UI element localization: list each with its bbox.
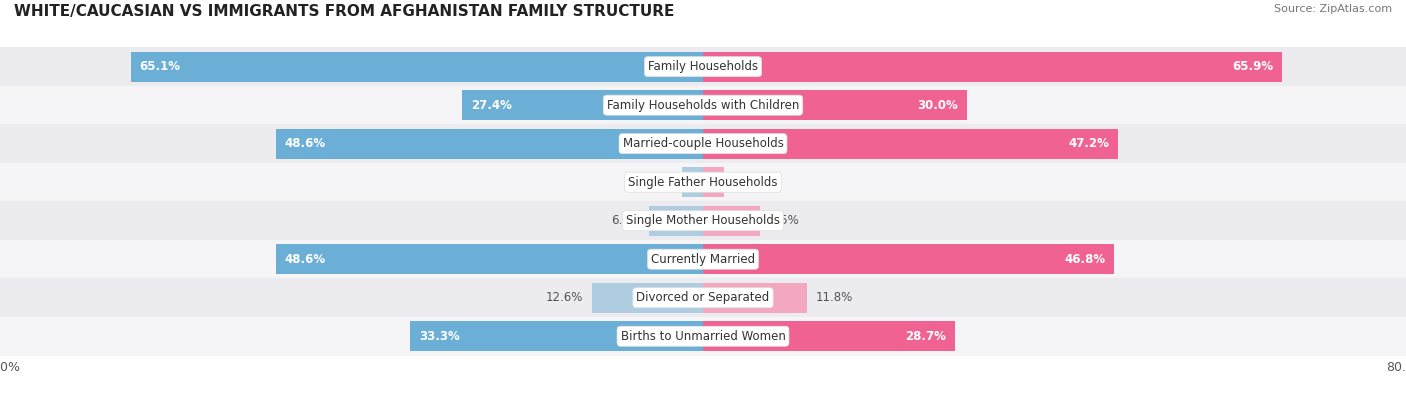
Text: Currently Married: Currently Married <box>651 253 755 266</box>
Text: Family Households: Family Households <box>648 60 758 73</box>
Text: Divorced or Separated: Divorced or Separated <box>637 291 769 304</box>
Text: Married-couple Households: Married-couple Households <box>623 137 783 150</box>
Bar <box>0 124 1406 163</box>
Text: Single Mother Households: Single Mother Households <box>626 214 780 227</box>
Text: 2.4%: 2.4% <box>733 176 762 189</box>
Text: WHITE/CAUCASIAN VS IMMIGRANTS FROM AFGHANISTAN FAMILY STRUCTURE: WHITE/CAUCASIAN VS IMMIGRANTS FROM AFGHA… <box>14 4 675 19</box>
Bar <box>411 321 703 351</box>
Bar <box>703 90 967 120</box>
Bar <box>276 244 703 274</box>
Bar <box>650 206 703 236</box>
Bar <box>703 167 724 197</box>
Text: 65.1%: 65.1% <box>139 60 181 73</box>
Bar <box>0 278 1406 317</box>
Text: 46.8%: 46.8% <box>1064 253 1105 266</box>
Text: 11.8%: 11.8% <box>815 291 852 304</box>
Text: 30.0%: 30.0% <box>917 99 957 112</box>
Bar <box>703 129 1118 159</box>
Text: 6.5%: 6.5% <box>769 214 799 227</box>
Bar <box>0 163 1406 201</box>
Bar <box>0 47 1406 86</box>
Bar <box>703 321 955 351</box>
Text: 48.6%: 48.6% <box>285 137 326 150</box>
Bar <box>131 52 703 82</box>
Text: Single Father Households: Single Father Households <box>628 176 778 189</box>
Text: 47.2%: 47.2% <box>1069 137 1109 150</box>
Text: Source: ZipAtlas.com: Source: ZipAtlas.com <box>1274 4 1392 14</box>
Text: 28.7%: 28.7% <box>905 330 946 343</box>
Text: 12.6%: 12.6% <box>546 291 583 304</box>
Bar <box>463 90 703 120</box>
Bar <box>592 283 703 313</box>
Text: 27.4%: 27.4% <box>471 99 512 112</box>
Bar <box>276 129 703 159</box>
Text: 65.9%: 65.9% <box>1232 60 1274 73</box>
Text: Births to Unmarried Women: Births to Unmarried Women <box>620 330 786 343</box>
Text: 33.3%: 33.3% <box>419 330 460 343</box>
Bar <box>703 52 1282 82</box>
Text: 2.4%: 2.4% <box>644 176 673 189</box>
Bar <box>682 167 703 197</box>
Bar <box>703 244 1114 274</box>
Bar <box>703 283 807 313</box>
Text: 48.6%: 48.6% <box>285 253 326 266</box>
Bar <box>0 240 1406 278</box>
Bar <box>0 201 1406 240</box>
Bar <box>0 317 1406 356</box>
Bar <box>703 206 761 236</box>
Text: Family Households with Children: Family Households with Children <box>607 99 799 112</box>
Bar <box>0 86 1406 124</box>
Legend: White/Caucasian, Immigrants from Afghanistan: White/Caucasian, Immigrants from Afghani… <box>523 394 883 395</box>
Text: 6.1%: 6.1% <box>610 214 641 227</box>
